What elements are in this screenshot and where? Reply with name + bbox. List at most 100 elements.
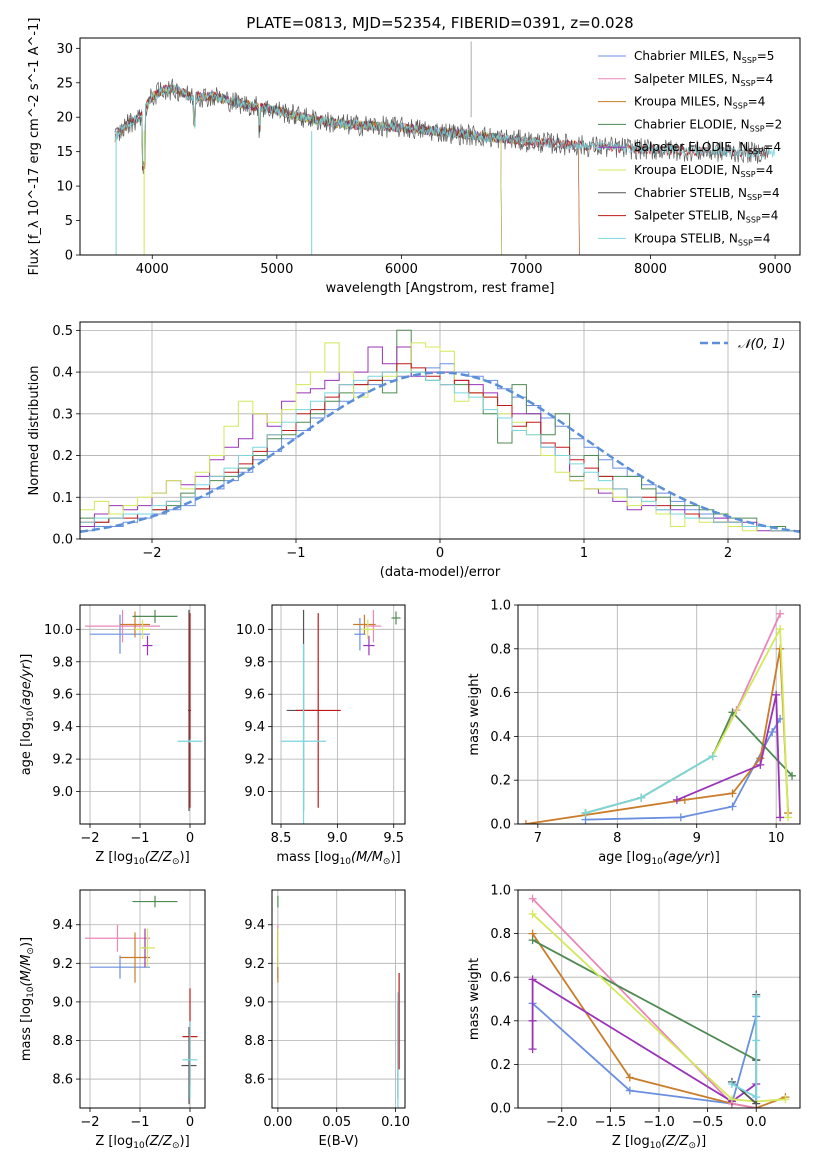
- age-Z-panel: −2 −1 09.09.29.49.69.810.0Z [log10(Z/Z⊙)]a…: [19, 604, 206, 867]
- spectrum-line: [114, 84, 580, 255]
- ticks: 7 8 9 10 0.0 0.2 0.4 0.6 0.8 1.0: [490, 599, 784, 847]
- plus-marker: [728, 802, 737, 811]
- spectrum-line: [114, 83, 580, 255]
- x-axis-label: Z [log10(Z/Z⊙)]: [612, 1134, 706, 1151]
- y-tick-label: 0.8: [490, 642, 511, 657]
- plus-marker: [756, 760, 765, 769]
- histogram-step: [80, 371, 800, 539]
- legend-entry: Kroupa MILES, NSSP=4: [634, 95, 765, 111]
- x-tick-label: −2: [80, 831, 99, 846]
- ticks: −2 −1 0 8.6 8.8 9.0 9.2 9.4: [52, 918, 194, 1130]
- data-point: [135, 619, 150, 640]
- legend: 𝒩(0, 1): [700, 337, 785, 352]
- legend-value: =2: [765, 117, 783, 131]
- plot-area: [521, 609, 797, 824]
- plus-marker: [528, 1016, 537, 1025]
- axes-frame: [79, 321, 801, 540]
- y-tick-label: 8.6: [52, 1073, 73, 1088]
- ticks: 4000 5000 6000 7000 8000 9000 0 5 10 15 20 25 30: [56, 42, 791, 277]
- legend-entry: Salpeter ELODIE, NSSP=4: [634, 140, 781, 156]
- x-tick-label: −1.5: [595, 1115, 627, 1130]
- y-tick-label: 1.0: [490, 884, 511, 899]
- y-tick-label: 0.6: [490, 686, 511, 701]
- weight-line: [676, 694, 781, 818]
- y-tick-label: 0.0: [490, 1102, 511, 1117]
- plus-marker: [528, 894, 537, 903]
- weight-line: [585, 625, 789, 818]
- legend-subscript: SSP: [733, 102, 748, 111]
- y-tick-label: 30: [56, 42, 73, 57]
- data-point: [90, 614, 150, 654]
- label-part: mass [log: [19, 998, 34, 1061]
- plot-area: [114, 41, 776, 255]
- data-point: [177, 739, 203, 743]
- data-point: [85, 609, 160, 643]
- y-tick-label: 0.6: [490, 971, 511, 986]
- plus-marker: [625, 1086, 634, 1095]
- label-subscript: 10: [651, 857, 663, 867]
- plus-marker: [528, 975, 537, 984]
- x-tick-label: 6000: [385, 262, 418, 277]
- label-part: mass [log: [276, 850, 339, 865]
- legend-entry: Salpeter STELIB, NSSP=4: [634, 209, 778, 225]
- plus-marker: [521, 820, 530, 824]
- plus-marker: [728, 789, 737, 798]
- age-mass-panel: 8.5 9.0 9.5 9.0 9.2 9.4 9.6 9.8 10.0 mass [log10(…: [236, 604, 406, 867]
- y-tick-label: 20: [56, 111, 73, 126]
- y-tick-label: 8.8: [244, 1034, 265, 1049]
- ticks: −2.0 −1.5 −1.0 −0.5 0.0 0.0 0.2 0.4 0.6 0.8 1.0: [490, 884, 766, 1131]
- y-tick-label: 25: [56, 76, 73, 91]
- y-axis-label: age [log10(age/yr)]: [19, 654, 36, 776]
- x-axis-label: Z [log10(Z/Z⊙)]: [95, 1134, 189, 1151]
- legend-value: =4: [761, 209, 779, 223]
- x-tick-label: 0.10: [381, 1115, 410, 1130]
- ticks: 0.00 0.05 0.10 8.6 8.8 9.0 9.2 9.4: [244, 918, 410, 1130]
- x-tick-label: 9000: [759, 262, 792, 277]
- y-tick-label: 9.0: [52, 995, 73, 1010]
- axes-frame: [79, 37, 801, 256]
- y-tick-label: 0.0: [490, 818, 511, 833]
- data-point: [120, 611, 150, 638]
- label-part: (Z/Z: [145, 850, 173, 865]
- plus-marker: [752, 992, 761, 1001]
- spectrum-line: [139, 84, 503, 255]
- residuals-panel: −2 −1 0 1 2 0.0 0.1 0.2 0.3 0.4 0.5 (data-model)/er…: [27, 321, 801, 580]
- legend-name: Salpeter ELODIE, N: [634, 140, 748, 154]
- x-tick-label: 5000: [260, 262, 293, 277]
- data-point: [90, 955, 150, 979]
- y-tick-label: 10: [56, 180, 73, 195]
- plus-marker: [768, 728, 777, 737]
- x-tick-label: −2: [80, 1115, 99, 1130]
- plus-marker: [727, 1080, 736, 1089]
- x-tick-label: −1: [130, 1115, 149, 1130]
- y-tick-label: 9.0: [244, 785, 265, 800]
- plot-area: [85, 609, 203, 812]
- label-subscript: 10: [26, 710, 36, 722]
- y-axis-label: Normed distribution: [27, 366, 42, 496]
- grid: [80, 322, 800, 540]
- label-part: age [log: [19, 722, 34, 775]
- x-tick-label: 0.05: [322, 1115, 351, 1130]
- x-tick-label: −2: [142, 546, 161, 561]
- y-tick-label: 9.6: [244, 688, 265, 703]
- label-part: (M/M: [351, 850, 383, 865]
- label-part: age [log: [598, 850, 651, 865]
- plus-marker: [637, 793, 646, 802]
- label-part: Z [log: [612, 1134, 650, 1149]
- plot-layer: 4000 5000 6000 7000 8000 9000051015202530wave…: [19, 18, 801, 1151]
- y-tick-label: 5: [65, 214, 73, 229]
- y-tick-label: 9.0: [52, 785, 73, 800]
- x-tick-label: 0: [436, 546, 444, 561]
- legend-entry: Salpeter MILES, NSSP=4: [634, 72, 773, 88]
- axes-frame: [517, 889, 801, 1109]
- label-part: )]: [19, 654, 34, 664]
- label-part: (age/yr: [19, 662, 34, 710]
- y-tick-label: 0.2: [52, 449, 73, 464]
- label-subscript: ⊙: [688, 1141, 696, 1151]
- legend-entry: Chabrier STELIB, NSSP=4: [634, 186, 780, 202]
- data-point: [391, 611, 401, 625]
- y-tick-label: 9.2: [244, 753, 265, 768]
- spectrum-line: [114, 84, 776, 167]
- plus-marker: [727, 1095, 736, 1104]
